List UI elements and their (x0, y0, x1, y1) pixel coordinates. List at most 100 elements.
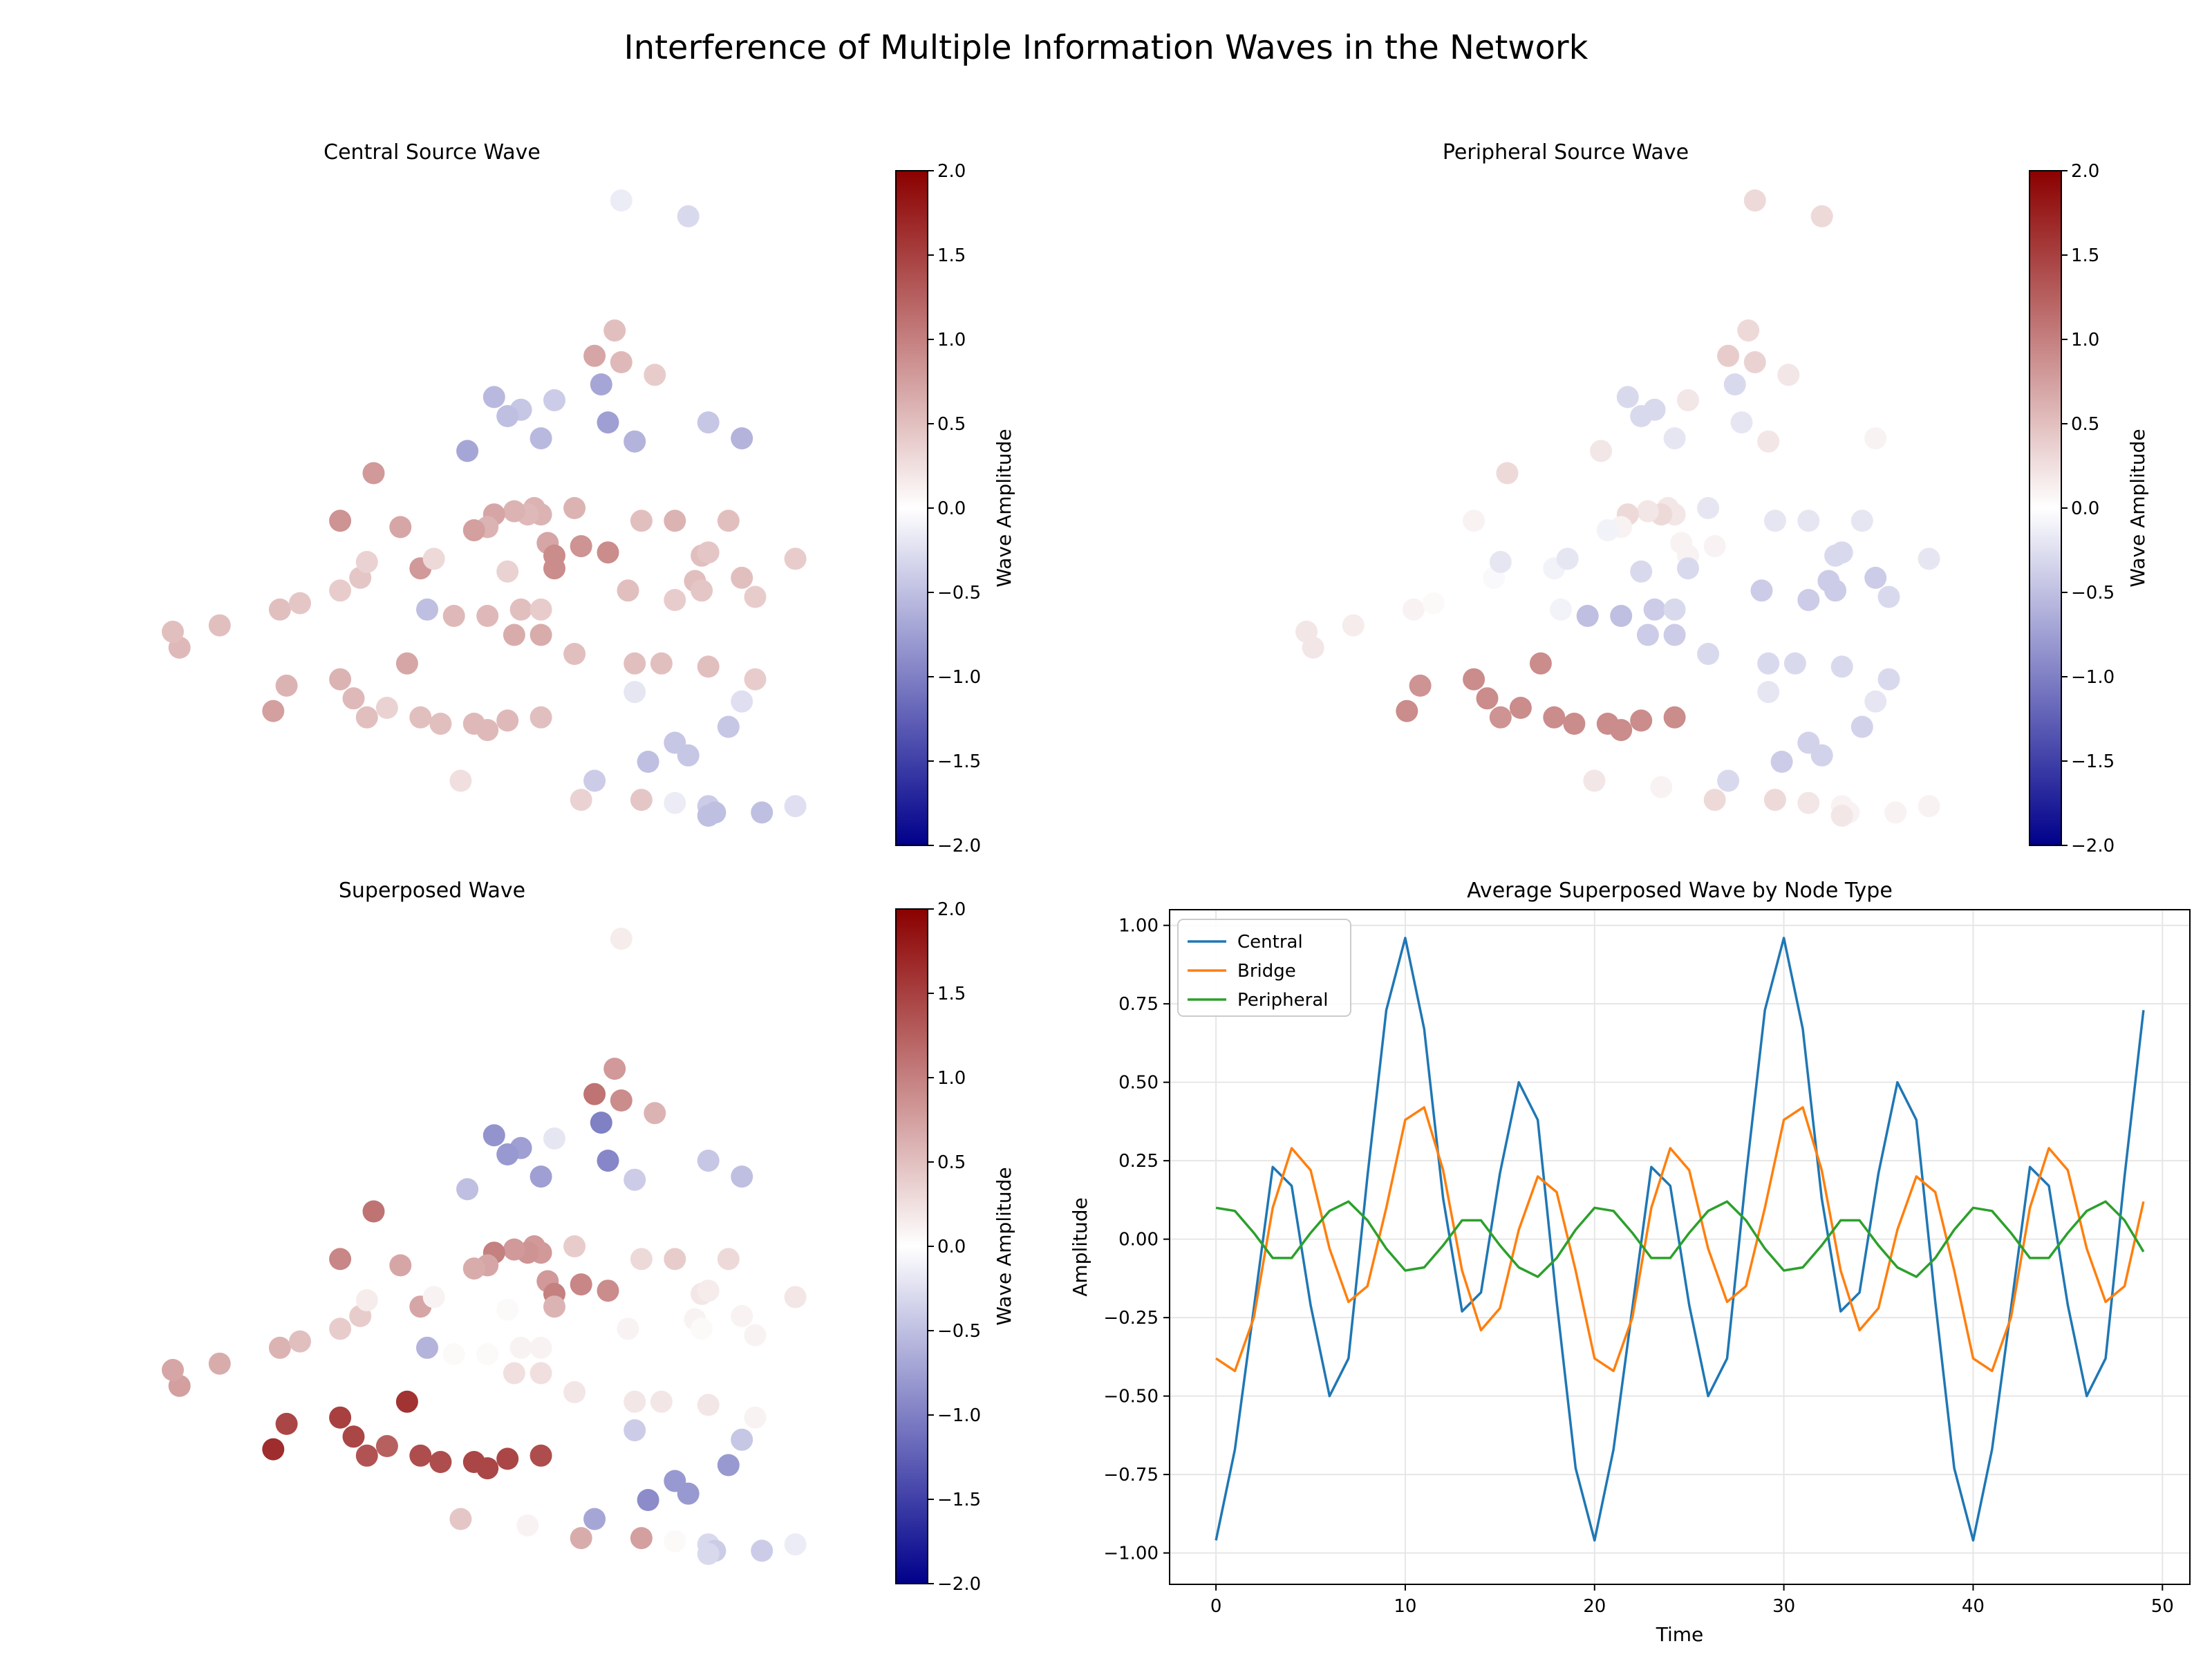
network-node (1663, 427, 1686, 450)
network-node (1703, 789, 1726, 812)
network-node (1850, 715, 1873, 738)
network-node (342, 1425, 365, 1448)
legend-entry: Peripheral (1237, 990, 1329, 1011)
y-tick-label: −0.25 (1103, 1308, 1159, 1329)
network-node (1717, 769, 1740, 792)
network-node (630, 1248, 653, 1271)
y-tick-label: 0.25 (1118, 1151, 1159, 1172)
network-node (462, 1257, 485, 1280)
network-node (1824, 579, 1847, 602)
colorbar-tick-label: −1.5 (937, 1490, 981, 1510)
network-node (329, 579, 352, 602)
network-node (1409, 674, 1432, 697)
network-node (1463, 579, 1485, 602)
network-node (624, 681, 646, 704)
colorbar-tick-label: 1.0 (2071, 330, 2099, 350)
network-node (603, 1058, 626, 1080)
network-node (1918, 547, 1940, 570)
network-node (597, 411, 619, 434)
y-tick-label: 0.00 (1118, 1230, 1159, 1250)
network-node (389, 516, 412, 538)
network-node (1757, 430, 1780, 453)
x-tick-label: 0 (1210, 1596, 1222, 1617)
figure-title: Interference of Multiple Information Wav… (624, 28, 1588, 67)
network-node (717, 1454, 740, 1477)
network-node (1877, 585, 1900, 608)
network-node (1529, 652, 1552, 675)
network-node (563, 497, 586, 519)
network-node (162, 1358, 184, 1381)
network-node (731, 1304, 753, 1327)
colorbar-tick-label: 0.0 (2071, 498, 2099, 519)
colorbar-tick-label: 1.0 (937, 1068, 966, 1089)
colorbar-tick-label: 0.5 (2071, 414, 2099, 435)
network-node (677, 205, 700, 227)
network-node (456, 1178, 479, 1201)
legend-box (1177, 919, 1351, 1017)
network-node (509, 1336, 532, 1359)
network-node (355, 706, 378, 729)
network-node (717, 1248, 740, 1271)
x-tick-label: 20 (1583, 1596, 1606, 1617)
network-node (529, 598, 552, 621)
series-line-peripheral (1215, 1200, 2145, 1278)
network-node (422, 547, 445, 570)
colorbar-tick-label: −1.5 (2071, 751, 2115, 772)
network-node (1583, 769, 1606, 792)
network-node (624, 652, 646, 675)
network-node (637, 751, 659, 773)
network-node (496, 405, 519, 427)
network-node (1596, 519, 1619, 542)
network-node (744, 1406, 767, 1429)
network-node (744, 585, 767, 608)
network-node (1636, 624, 1659, 646)
network-node (1697, 497, 1720, 519)
network-node (644, 364, 666, 386)
colorbar-tick-label: −2.0 (937, 836, 981, 856)
network-node (395, 1390, 418, 1413)
network-node (329, 509, 352, 532)
colorbar-tick-label: 0.0 (937, 498, 966, 519)
network-node (731, 566, 753, 589)
scatter-panel-1: Central Source Wave −2.0 −1.5 −1.0 −0.5 0.0 0.… (162, 140, 1015, 856)
colorbar-tick-label: 0.0 (937, 1237, 966, 1257)
network-node (275, 674, 298, 697)
network-node (476, 605, 499, 627)
network-node (1650, 776, 1673, 798)
network-node (1590, 440, 1613, 462)
network-node (610, 189, 632, 212)
line-panel: Average Superposed Wave by Node Type 0 10 2… (1069, 879, 2191, 1646)
colorbar-tick-label: 2.0 (937, 161, 966, 182)
panel-title: Central Source Wave (324, 140, 541, 165)
network-node (1550, 598, 1572, 621)
network-node (603, 319, 626, 342)
network-node (617, 579, 639, 602)
network-node (1677, 389, 1699, 411)
series-line-bridge (1215, 1106, 2145, 1373)
network-node (697, 1150, 720, 1172)
network-node (1877, 668, 1900, 691)
network-node (597, 1280, 619, 1302)
colorbar-tick-label: 1.5 (937, 984, 966, 1004)
network-node (1636, 500, 1659, 523)
network-node (1730, 411, 1753, 434)
network-node (289, 592, 311, 615)
network-node (1509, 697, 1532, 719)
network-node (389, 1254, 412, 1277)
network-node (268, 598, 291, 621)
network-node (543, 1295, 565, 1318)
network-node (496, 1143, 519, 1165)
network-node (570, 1527, 592, 1550)
network-node (429, 1451, 452, 1473)
network-node (650, 1390, 673, 1413)
network-node (1810, 744, 1833, 767)
network-node (268, 1336, 291, 1359)
network-node (691, 579, 713, 602)
network-node (329, 668, 352, 691)
y-tick-label: 0.50 (1118, 1073, 1159, 1094)
network-node (442, 605, 465, 627)
network-node (1677, 557, 1699, 580)
scatter-panel-2: Peripheral Source Wave −2.0 −1.5 −1.0 −0.5 0.… (1295, 140, 2149, 856)
x-tick-label: 10 (1394, 1596, 1416, 1617)
network-node (563, 1235, 586, 1257)
